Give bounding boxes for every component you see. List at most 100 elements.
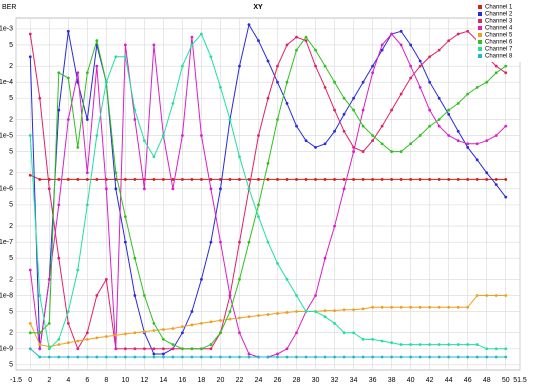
data-point [418, 64, 422, 68]
data-point [181, 134, 184, 137]
data-point [190, 323, 194, 327]
data-point [133, 178, 137, 181]
data-point [47, 321, 51, 325]
data-point [247, 187, 251, 191]
data-point [466, 305, 470, 309]
data-point [171, 102, 175, 105]
x-tick-label: 34 [350, 377, 358, 384]
data-point [95, 355, 99, 359]
x-tick-label: 24 [255, 377, 263, 384]
data-point [95, 39, 99, 43]
data-point [361, 80, 365, 84]
data-point [85, 331, 89, 335]
data-point [276, 118, 279, 121]
data-point [152, 352, 156, 356]
y-tick-label: 5 [9, 308, 13, 315]
data-point [257, 178, 260, 181]
data-point [285, 80, 289, 84]
x-tick-label: 46 [464, 377, 472, 384]
data-point [171, 355, 175, 359]
data-point [333, 224, 336, 228]
data-point [304, 310, 308, 313]
data-point [209, 240, 213, 244]
data-point [85, 178, 89, 181]
x-tick-label: 40 [407, 377, 415, 384]
data-point [123, 355, 127, 359]
data-point [28, 331, 32, 335]
data-point [428, 305, 432, 309]
data-point [304, 35, 308, 39]
data-point [266, 59, 270, 63]
data-point [314, 310, 317, 313]
data-point [57, 343, 61, 346]
data-point [466, 92, 470, 96]
x-tick-label: 10 [121, 377, 129, 384]
data-point [466, 29, 470, 33]
data-point [314, 64, 317, 68]
data-point [437, 343, 441, 346]
x-tick-label: 51.5 [513, 377, 527, 384]
data-point [485, 171, 489, 175]
data-point [66, 341, 70, 345]
data-point [276, 352, 279, 356]
data-point [285, 355, 289, 359]
data-point [57, 203, 61, 207]
data-point [85, 355, 89, 359]
data-point [418, 178, 422, 181]
data-point [342, 331, 346, 335]
data-point [333, 129, 336, 133]
data-point [85, 171, 89, 175]
data-point [266, 161, 270, 165]
data-point [399, 178, 403, 181]
data-point [228, 317, 232, 321]
data-point [342, 355, 346, 359]
data-point [418, 85, 422, 89]
data-point [114, 171, 118, 175]
data-point [161, 352, 165, 356]
y-tick-label: 5 [9, 95, 13, 102]
x-tick-label: 50 [502, 377, 510, 384]
data-point [504, 64, 508, 68]
data-point [285, 43, 289, 47]
data-point [409, 305, 413, 309]
data-point [371, 139, 375, 143]
data-point [285, 278, 289, 281]
data-point [57, 337, 61, 341]
data-point [475, 294, 479, 297]
data-point [333, 321, 336, 325]
data-point [76, 268, 80, 272]
y-tick-label: 1e-7 [0, 239, 13, 246]
x-tick-label: 0 [28, 377, 32, 384]
data-point [228, 178, 232, 181]
y-tick-label: 1e-5 [0, 132, 13, 139]
data-point [418, 134, 422, 137]
data-point [142, 355, 146, 359]
data-point [219, 85, 222, 89]
x-tick-label: -1.5 [10, 377, 22, 384]
data-point [47, 347, 51, 351]
x-tick-label: 6 [85, 377, 89, 384]
data-point [361, 150, 365, 153]
data-point [485, 139, 489, 143]
data-point [142, 139, 146, 143]
data-point [304, 39, 308, 43]
x-tick-label: 48 [483, 377, 491, 384]
data-point [418, 343, 422, 346]
data-point [494, 355, 498, 359]
x-tick-label: 28 [293, 377, 301, 384]
data-point [257, 314, 260, 317]
x-tick-label: 20 [217, 377, 225, 384]
data-point [181, 347, 184, 351]
legend-label: Channel 6 [485, 40, 513, 46]
data-point [323, 178, 327, 181]
data-point [76, 71, 80, 75]
data-point [142, 187, 146, 191]
data-point [494, 294, 498, 297]
data-point [428, 108, 432, 112]
y-tick-label: 1e-6 [0, 186, 13, 193]
data-point [28, 268, 32, 272]
data-point [114, 187, 118, 191]
data-point [352, 178, 355, 181]
data-point [361, 178, 365, 181]
data-point [171, 187, 175, 191]
